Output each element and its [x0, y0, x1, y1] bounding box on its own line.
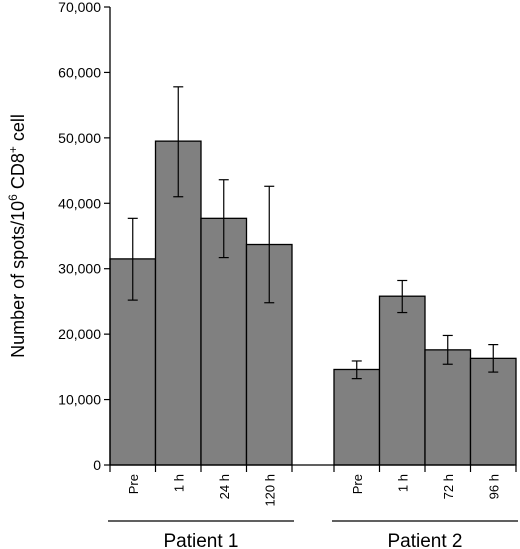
- y-axis-label: Number of spots/106 CD8+ cell: [6, 114, 28, 358]
- bar: [378, 295, 426, 466]
- x-axis-ticks: Pre 1 h 24 h 120 h Pre 1 h 72 h 96 h: [109, 465, 517, 507]
- x-tick-label: 1 h: [395, 474, 410, 492]
- bar: [333, 368, 381, 466]
- x-tick-label: 120 h: [262, 474, 277, 507]
- bars: [109, 140, 517, 466]
- group-label: Patient 2: [388, 531, 463, 549]
- bar: [424, 349, 472, 466]
- bar: [245, 243, 293, 466]
- error-bars: [127, 86, 499, 380]
- x-tick-label: Pre: [126, 474, 141, 494]
- group-label: Patient 1: [164, 531, 239, 549]
- y-axis-label-mid: CD8: [8, 153, 28, 194]
- y-tick-label: 40,000: [58, 195, 101, 211]
- y-axis-label-main: Number of spots/10: [8, 201, 28, 358]
- y-tick-label: 60,000: [58, 64, 101, 80]
- y-axis-ticks: 0 10,000 20,000 30,000 40,000 50,000 60,000 70,…: [58, 0, 110, 473]
- y-tick-label: 70,000: [58, 0, 101, 15]
- y-axis-label-superscript: +: [6, 146, 20, 153]
- y-tick-label: 0: [93, 457, 101, 473]
- x-tick-label: 24 h: [217, 474, 232, 499]
- y-axis-label-exponent: 6: [6, 194, 20, 201]
- y-axis-label-end: cell: [8, 114, 28, 146]
- x-tick-label: 96 h: [486, 474, 501, 499]
- x-tick-label: Pre: [350, 474, 365, 494]
- x-tick-label: 1 h: [171, 474, 186, 492]
- y-tick-label: 10,000: [58, 392, 101, 408]
- group-labels: Patient 1 Patient 2: [108, 520, 518, 549]
- x-tick-label: 72 h: [441, 474, 456, 499]
- y-tick-label: 50,000: [58, 130, 101, 146]
- y-tick-label: 20,000: [58, 326, 101, 342]
- bar: [469, 357, 517, 466]
- y-tick-label: 30,000: [58, 261, 101, 277]
